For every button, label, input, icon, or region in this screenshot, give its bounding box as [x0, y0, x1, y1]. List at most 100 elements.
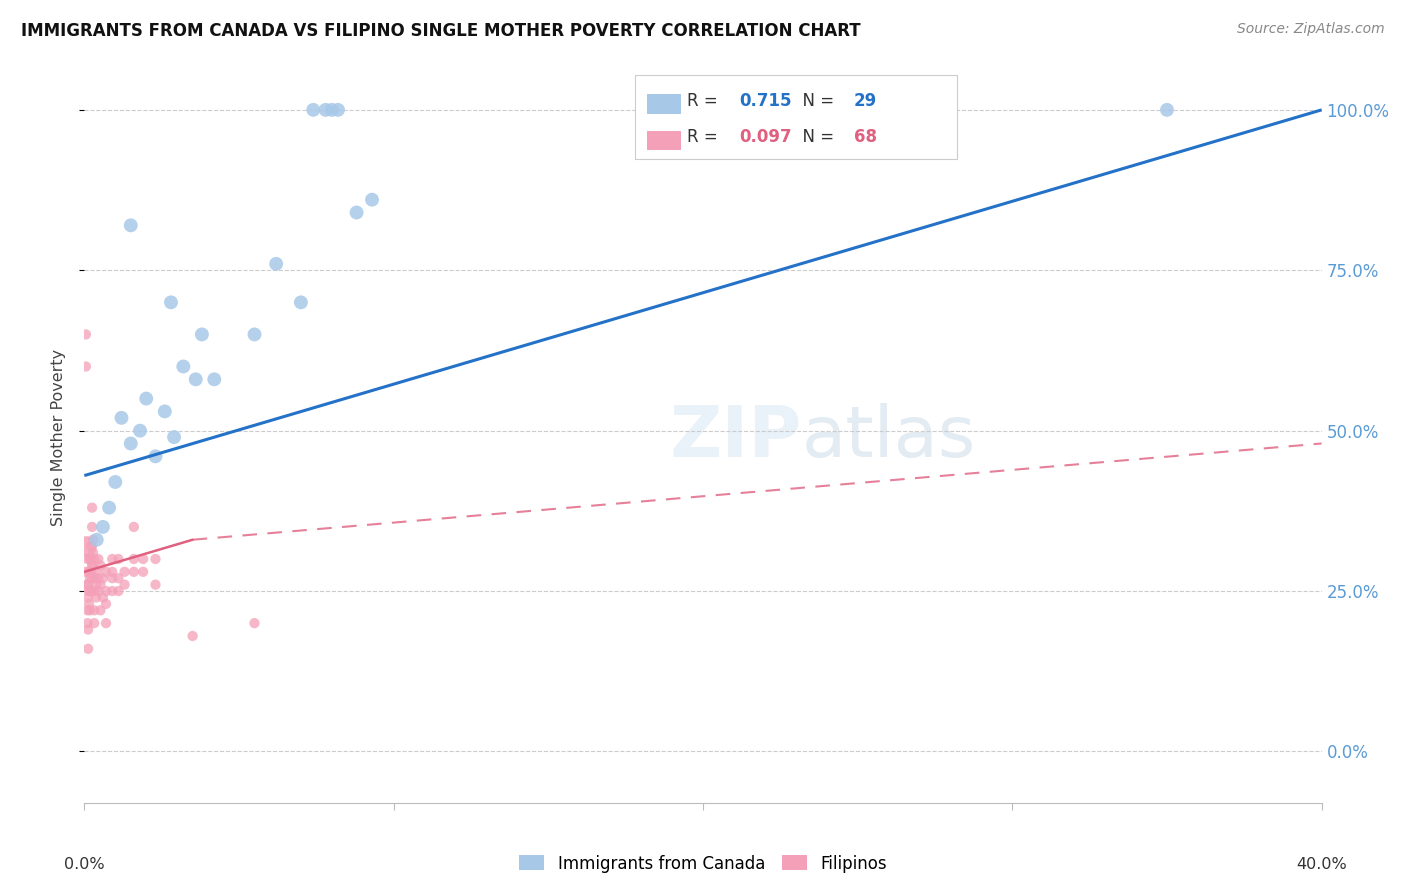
Point: [202, 372, 225, 386]
Point: [132, 565, 155, 579]
Point: [80, 584, 103, 599]
Point: [107, 584, 129, 599]
Point: [107, 571, 129, 585]
Point: [80, 539, 103, 553]
Point: [77, 597, 100, 611]
Point: [75, 359, 97, 374]
Point: [122, 552, 145, 566]
Text: atlas: atlas: [801, 402, 976, 472]
Text: N =: N =: [792, 92, 839, 110]
Point: [120, 219, 142, 233]
Point: [82, 558, 104, 573]
Point: [1156, 103, 1178, 117]
Point: [184, 372, 207, 386]
Point: [91, 591, 114, 605]
Point: [75, 327, 97, 342]
Point: [692, 103, 714, 117]
Point: [94, 584, 117, 599]
Text: N =: N =: [792, 128, 839, 146]
Point: [77, 584, 100, 599]
Point: [84, 591, 107, 605]
Point: [243, 616, 266, 631]
Point: [77, 623, 100, 637]
Text: IMMIGRANTS FROM CANADA VS FILIPINO SINGLE MOTHER POVERTY CORRELATION CHART: IMMIGRANTS FROM CANADA VS FILIPINO SINGL…: [21, 22, 860, 40]
Point: [145, 577, 167, 591]
Point: [243, 327, 266, 342]
Point: [104, 475, 127, 489]
Point: [80, 565, 103, 579]
Point: [101, 552, 124, 566]
Point: [79, 571, 101, 585]
Point: [84, 565, 107, 579]
Point: [98, 500, 121, 515]
Point: [77, 591, 100, 605]
Point: [107, 552, 129, 566]
Text: R =: R =: [688, 128, 723, 146]
Point: [77, 565, 100, 579]
Point: [172, 359, 194, 374]
Point: [94, 616, 117, 631]
Point: [153, 404, 176, 418]
Point: [89, 558, 111, 573]
Point: [94, 597, 117, 611]
Point: [79, 603, 101, 617]
Point: [132, 552, 155, 566]
Point: [101, 571, 124, 585]
Text: Source: ZipAtlas.com: Source: ZipAtlas.com: [1237, 22, 1385, 37]
Point: [83, 571, 105, 585]
Point: [77, 577, 100, 591]
Point: [87, 571, 110, 585]
Text: 29: 29: [853, 92, 877, 110]
Text: 0.0%: 0.0%: [65, 857, 104, 872]
Point: [80, 552, 103, 566]
Point: [302, 103, 325, 117]
Point: [83, 616, 105, 631]
Point: [89, 603, 111, 617]
Point: [77, 641, 100, 656]
Point: [91, 571, 114, 585]
Point: [160, 295, 183, 310]
Point: [89, 577, 111, 591]
Point: [82, 571, 104, 585]
Point: [290, 295, 312, 310]
Point: [82, 500, 104, 515]
Point: [326, 103, 349, 117]
Point: [120, 436, 142, 450]
Point: [86, 533, 108, 547]
Point: [191, 327, 214, 342]
Point: [101, 584, 124, 599]
Point: [145, 552, 167, 566]
Point: [76, 552, 98, 566]
Point: [101, 565, 124, 579]
FancyBboxPatch shape: [647, 94, 681, 114]
Point: [181, 629, 204, 643]
Text: R =: R =: [688, 92, 723, 110]
Point: [163, 430, 186, 444]
Text: 0.715: 0.715: [740, 92, 792, 110]
FancyBboxPatch shape: [636, 75, 956, 159]
Legend: Immigrants from Canada, Filipinos: Immigrants from Canada, Filipinos: [513, 848, 893, 880]
Point: [94, 565, 117, 579]
Point: [110, 410, 132, 425]
Point: [83, 552, 105, 566]
Text: 0.097: 0.097: [740, 128, 792, 146]
Point: [79, 584, 101, 599]
Point: [83, 584, 105, 599]
Point: [82, 545, 104, 559]
Point: [346, 205, 368, 219]
Point: [76, 616, 98, 631]
Point: [75, 565, 97, 579]
Point: [83, 603, 105, 617]
Point: [84, 577, 107, 591]
Text: ZIP: ZIP: [669, 402, 801, 472]
Text: 40.0%: 40.0%: [1296, 857, 1347, 872]
Point: [91, 520, 114, 534]
Text: 68: 68: [853, 128, 877, 146]
Point: [87, 552, 110, 566]
FancyBboxPatch shape: [647, 130, 681, 151]
Point: [135, 392, 157, 406]
Point: [361, 193, 384, 207]
Point: [122, 565, 145, 579]
Point: [82, 520, 104, 534]
Point: [76, 577, 98, 591]
